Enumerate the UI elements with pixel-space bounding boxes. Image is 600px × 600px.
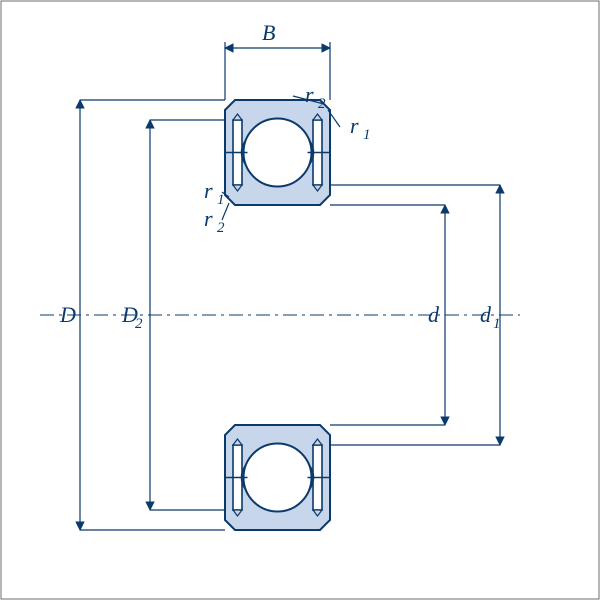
dim-label-d1-sub: 1 — [493, 316, 501, 332]
dim-label-r1: r — [204, 178, 213, 203]
dim-label-d1: d — [480, 302, 492, 327]
dim-label-r1: r — [350, 113, 359, 138]
dim-label-d: d — [428, 302, 440, 327]
dim-label-r2: r — [305, 82, 314, 107]
dim-label-r1-sub: 1 — [363, 127, 371, 143]
bearing-cross-section-diagram: BDD2dd1r1r2r1r2 — [0, 0, 600, 600]
dim-label-B: B — [262, 20, 275, 45]
dim-label-D: D — [59, 302, 76, 327]
dim-label-D2-sub: 2 — [135, 316, 143, 332]
dim-label-r2: r — [204, 206, 213, 231]
dim-label-r2-sub: 2 — [318, 96, 326, 112]
dim-label-r1-sub: 1 — [217, 192, 225, 208]
dim-label-r2-sub: 2 — [217, 220, 225, 236]
